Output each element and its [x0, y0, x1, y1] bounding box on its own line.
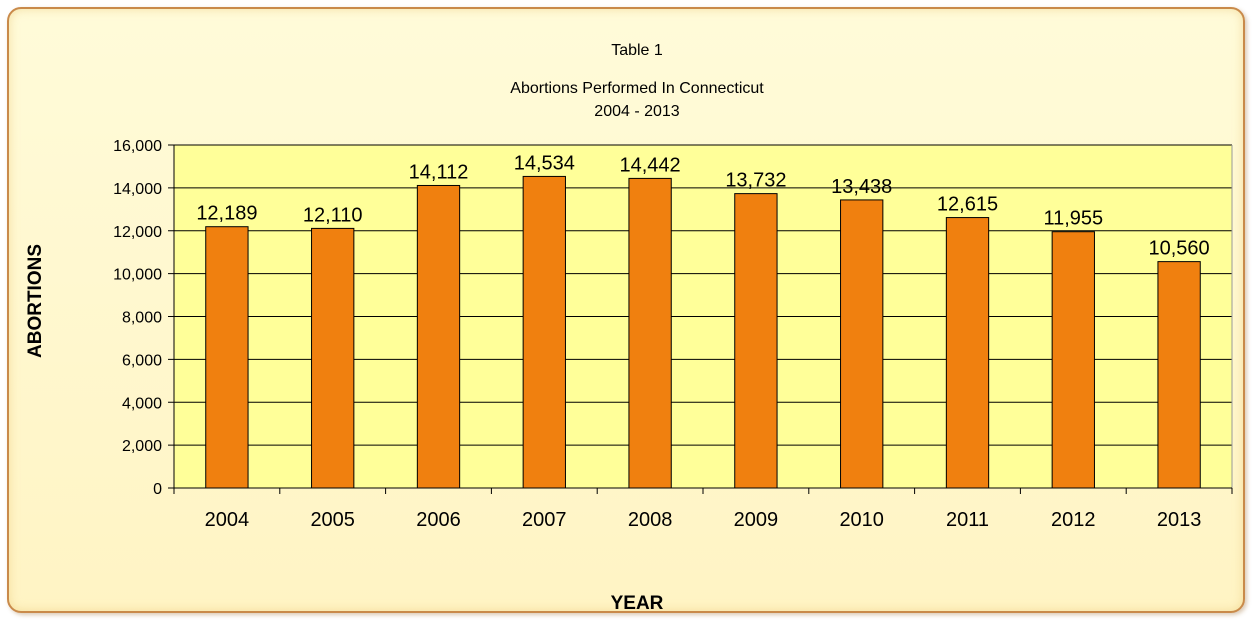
bar-2008	[628, 177, 672, 489]
x-tick-label-2011: 2011	[946, 509, 989, 531]
x-tick-label-2005: 2005	[310, 509, 355, 531]
bar-2011	[945, 217, 990, 489]
data-label-2007: 14,534	[514, 152, 575, 174]
y-tick-label: 0	[153, 481, 162, 498]
y-tick-label: 16,000	[113, 138, 162, 155]
bar-2007	[522, 175, 566, 489]
data-label-2004: 12,189	[196, 203, 257, 225]
x-axis-title: YEAR	[611, 593, 664, 614]
axes	[168, 144, 1233, 494]
y-axis-title: ABORTIONS	[25, 244, 46, 358]
data-label-2013: 10,560	[1149, 238, 1210, 260]
y-tick-label: 2,000	[122, 438, 162, 455]
y-tick-label: 8,000	[122, 310, 162, 327]
x-tick-label-2012: 2012	[1051, 509, 1096, 531]
bar-2013	[1157, 261, 1201, 489]
chart-title-line-2: Abortions Performed In Connecticut	[510, 80, 764, 97]
x-tick-label-2008: 2008	[628, 509, 673, 531]
bars	[205, 175, 1201, 489]
bar-2012	[1051, 231, 1095, 489]
x-tick-label-2013: 2013	[1157, 509, 1202, 531]
chart-title: Table 1 Abortions Performed In Connectic…	[510, 42, 764, 120]
x-tick-label-2004: 2004	[205, 509, 250, 531]
data-label-2008: 14,442	[620, 154, 681, 176]
bar-2010	[840, 199, 884, 489]
chart-title-line-3: 2004 - 2013	[594, 103, 680, 120]
labels: 0 2,000 4,000 6,000 8,000 10,000 12,000 14,000 1…	[113, 138, 1210, 531]
y-tick-label: 4,000	[122, 395, 162, 412]
x-tick-label-2009: 2009	[734, 509, 779, 531]
bar-2006	[416, 184, 461, 489]
x-tick-label-2007: 2007	[522, 509, 567, 531]
data-label-2010: 13,438	[831, 176, 892, 198]
x-tick-label-2010: 2010	[839, 509, 884, 531]
y-tick-label: 10,000	[113, 267, 162, 284]
data-label-2009: 13,732	[725, 170, 786, 192]
data-label-2011: 12,615	[937, 194, 998, 216]
bar-2009	[734, 193, 778, 489]
y-tick-label: 12,000	[113, 224, 162, 241]
x-tick-label-2006: 2006	[416, 509, 461, 531]
data-label-2005: 12,110	[303, 204, 363, 226]
chart-title-line-1: Table 1	[611, 42, 663, 59]
y-tick-label: 14,000	[113, 181, 162, 198]
bar-2005	[311, 227, 355, 489]
data-label-2006: 14,112	[409, 161, 469, 183]
y-tick-label: 6,000	[122, 352, 162, 369]
data-label-2012: 11,955	[1043, 208, 1103, 230]
bar-2004	[205, 226, 249, 489]
